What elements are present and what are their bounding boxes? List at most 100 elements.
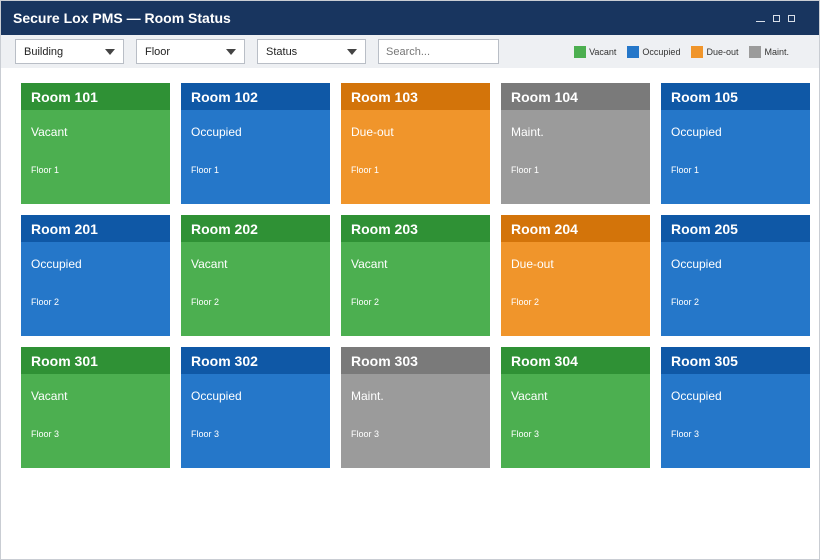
room-floor: Floor 3: [671, 429, 700, 439]
room-number: Room 201: [21, 215, 170, 242]
room-body: Due-out Floor 2: [501, 242, 650, 336]
status-dropdown[interactable]: Status: [257, 39, 366, 64]
room-status: Due-out: [351, 125, 394, 139]
legend-item-maint: Maint.: [749, 45, 789, 58]
status-legend: Vacant Occupied Due-out Maint.: [563, 35, 789, 68]
legend-item-vacant: Vacant: [574, 45, 617, 58]
legend-swatch: [749, 45, 762, 58]
room-body: Vacant Floor 1: [21, 110, 170, 204]
close-icon[interactable]: [788, 14, 795, 22]
building-dropdown-label: Building: [24, 45, 64, 58]
room-body: Vacant Floor 2: [181, 242, 330, 336]
room-body: Vacant Floor 3: [21, 374, 170, 468]
room-body: Vacant Floor 3: [501, 374, 650, 468]
room-number: Room 205: [661, 215, 810, 242]
room-body: Occupied Floor 2: [661, 242, 810, 336]
filter-toolbar: Building Floor Status Vacant Occupied Du…: [1, 35, 819, 68]
room-body: Occupied Floor 3: [181, 374, 330, 468]
title-bar: Secure Lox PMS — Room Status: [1, 1, 819, 35]
status-dropdown-label: Status: [266, 45, 298, 58]
room-status: Vacant: [31, 389, 68, 403]
room-status: Occupied: [31, 257, 82, 271]
room-body: Maint. Floor 3: [341, 374, 490, 468]
room-number: Room 204: [501, 215, 650, 242]
window-title: Secure Lox PMS — Room Status: [13, 10, 231, 26]
room-floor: Floor 3: [31, 429, 60, 439]
room-floor: Floor 2: [351, 297, 380, 307]
room-status: Occupied: [671, 389, 722, 403]
room-card[interactable]: Room 301 Vacant Floor 3: [21, 347, 170, 468]
room-card[interactable]: Room 101 Vacant Floor 1: [21, 83, 170, 204]
room-body: Maint. Floor 1: [501, 110, 650, 204]
room-number: Room 102: [181, 83, 330, 110]
room-body: Vacant Floor 2: [341, 242, 490, 336]
chevron-down-icon: [226, 48, 236, 55]
room-floor: Floor 3: [191, 429, 220, 439]
room-card[interactable]: Room 103 Due-out Floor 1: [341, 83, 490, 204]
legend-item-due-out: Due-out: [691, 45, 739, 58]
room-body: Occupied Floor 3: [661, 374, 810, 468]
floor-dropdown[interactable]: Floor: [136, 39, 245, 64]
room-card[interactable]: Room 204 Due-out Floor 2: [501, 215, 650, 336]
legend-label: Due-out: [706, 46, 739, 57]
room-number: Room 301: [21, 347, 170, 374]
room-card[interactable]: Room 104 Maint. Floor 1: [501, 83, 650, 204]
room-floor: Floor 1: [351, 165, 380, 175]
legend-item-occupied: Occupied: [627, 45, 681, 58]
room-floor: Floor 2: [31, 297, 60, 307]
room-card[interactable]: Room 302 Occupied Floor 3: [181, 347, 330, 468]
room-number: Room 203: [341, 215, 490, 242]
legend-swatch: [574, 45, 587, 58]
legend-label: Vacant: [589, 46, 617, 57]
room-status: Vacant: [31, 125, 68, 139]
room-number: Room 304: [501, 347, 650, 374]
room-card[interactable]: Room 305 Occupied Floor 3: [661, 347, 810, 468]
room-status: Vacant: [191, 257, 228, 271]
room-number: Room 104: [501, 83, 650, 110]
room-card[interactable]: Room 205 Occupied Floor 2: [661, 215, 810, 336]
room-floor: Floor 2: [511, 297, 540, 307]
room-card[interactable]: Room 102 Occupied Floor 1: [181, 83, 330, 204]
room-floor: Floor 1: [511, 165, 540, 175]
room-body: Occupied Floor 1: [181, 110, 330, 204]
room-floor: Floor 2: [671, 297, 700, 307]
room-floor: Floor 1: [671, 165, 700, 175]
room-number: Room 305: [661, 347, 810, 374]
legend-label: Occupied: [642, 46, 681, 57]
room-number: Room 101: [21, 83, 170, 110]
chevron-down-icon: [347, 48, 357, 55]
legend-swatch: [627, 45, 640, 58]
room-card[interactable]: Room 105 Occupied Floor 1: [661, 83, 810, 204]
room-status: Occupied: [671, 257, 722, 271]
room-number: Room 303: [341, 347, 490, 374]
room-floor: Floor 3: [351, 429, 380, 439]
room-status: Vacant: [351, 257, 388, 271]
room-floor: Floor 1: [31, 165, 60, 175]
room-card[interactable]: Room 304 Vacant Floor 3: [501, 347, 650, 468]
room-card[interactable]: Room 303 Maint. Floor 3: [341, 347, 490, 468]
room-status: Maint.: [351, 389, 384, 403]
building-dropdown[interactable]: Building: [15, 39, 124, 64]
floor-dropdown-label: Floor: [145, 45, 171, 58]
room-number: Room 103: [341, 83, 490, 110]
room-number: Room 302: [181, 347, 330, 374]
room-body: Occupied Floor 2: [21, 242, 170, 336]
room-body: Due-out Floor 1: [341, 110, 490, 204]
room-status: Vacant: [511, 389, 548, 403]
room-floor: Floor 2: [191, 297, 220, 307]
minimize-icon[interactable]: [756, 16, 765, 22]
room-card[interactable]: Room 203 Vacant Floor 2: [341, 215, 490, 336]
room-number: Room 105: [661, 83, 810, 110]
room-body: Occupied Floor 1: [661, 110, 810, 204]
search-input[interactable]: [378, 39, 499, 64]
room-number: Room 202: [181, 215, 330, 242]
room-card[interactable]: Room 201 Occupied Floor 2: [21, 215, 170, 336]
window-controls: [756, 14, 807, 22]
maximize-icon[interactable]: [773, 14, 780, 22]
room-status: Occupied: [191, 389, 242, 403]
room-status: Due-out: [511, 257, 554, 271]
room-grid: Room 101 Vacant Floor 1 Room 102 Occupie…: [21, 83, 810, 468]
room-floor: Floor 3: [511, 429, 540, 439]
room-card[interactable]: Room 202 Vacant Floor 2: [181, 215, 330, 336]
